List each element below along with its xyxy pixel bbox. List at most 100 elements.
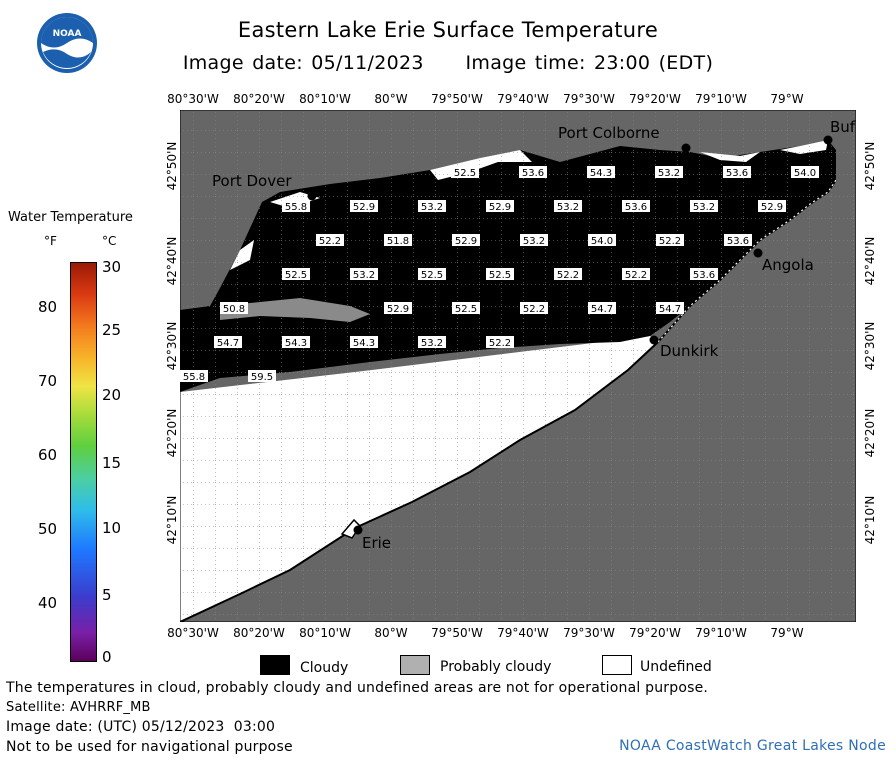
credit-text: NOAA CoastWatch Great Lakes Node [619,738,886,754]
lon-bottom-80: 80°W [374,626,408,640]
temp-label: 53.2 [690,200,718,213]
svg-text:53.6: 53.6 [693,270,715,281]
lat-right-42-40: 42°40'N [863,236,877,286]
key-label-probably-cloudy: Probably cloudy [440,659,552,675]
lat-left-42-20: 42°20'N [165,408,179,458]
legend-title: Water Temperature [8,210,133,225]
temp-label: 54.7 [214,336,242,349]
marker-angola [753,248,763,258]
svg-text:54.3: 54.3 [590,168,612,179]
temp-label: 54.3 [282,336,310,349]
disclaimer-text: The temperatures in cloud, probably clou… [6,680,709,696]
temp-label: 53.6 [622,200,650,213]
temp-label: 54.0 [791,166,819,179]
temp-label: 53.2 [418,336,446,349]
lon-top-79-40: 79°40'W [497,92,549,106]
svg-text:51.8: 51.8 [387,236,409,247]
temp-label: 54.3 [350,336,378,349]
svg-text:53.2: 53.2 [353,270,375,281]
navigation-warning: Not to be used for navigational purpose [6,739,293,755]
temp-label: 53.6 [724,234,752,247]
label-erie: Erie [362,534,391,552]
lon-top-80-10: 80°10'W [299,92,351,106]
svg-text:52.5: 52.5 [421,270,443,281]
c-tick-15: 15 [102,454,122,472]
temp-label: 52.2 [486,336,514,349]
lat-left-42-10: 42°10'N [165,495,179,545]
temp-label: 52.5 [451,166,479,179]
temp-label: 52.2 [554,268,582,281]
unit-celsius: °C [102,234,117,248]
f-tick-60: 60 [38,446,58,464]
temp-label: 52.2 [520,302,548,315]
temp-label: 52.5 [418,268,446,281]
svg-text:52.5: 52.5 [454,168,476,179]
temp-label: 52.9 [452,234,480,247]
svg-text:52.9: 52.9 [455,236,477,247]
svg-text:53.2: 53.2 [421,338,443,349]
temp-label: 52.5 [486,268,514,281]
temp-label: 52.9 [384,302,412,315]
temp-label: 52.5 [282,268,310,281]
svg-text:52.2: 52.2 [557,270,579,281]
lat-left-42-50: 42°50'N [165,141,179,191]
lon-bottom-79-30: 79°30'W [563,626,615,640]
svg-text:59.5: 59.5 [251,372,273,383]
svg-text:50.8: 50.8 [223,304,245,315]
f-tick-70: 70 [38,372,58,390]
label-port-dover: Port Dover [212,172,292,190]
lon-top-79: 79°W [770,92,804,106]
lon-top-80-30: 80°30'W [167,92,219,106]
marker-port-colborne [681,143,691,153]
marker-port-dover [307,191,317,201]
lat-left-42-30: 42°30'N [165,321,179,371]
temp-label: 59.5 [248,370,276,383]
lon-top-79-20: 79°20'W [629,92,681,106]
lon-bottom-80-30: 80°30'W [167,626,219,640]
svg-text:53.2: 53.2 [523,236,545,247]
lon-top-79-50: 79°50'W [431,92,483,106]
svg-text:54.7: 54.7 [659,304,681,315]
svg-text:53.6: 53.6 [727,236,749,247]
lat-right-42-30: 42°30'N [863,321,877,371]
lake-erie-map: Port Colborne Port Dover Buf Angola Dunk… [180,110,856,622]
f-tick-80: 80 [38,298,58,316]
lat-right-42-20: 42°20'N [863,408,877,458]
temp-label: 53.6 [723,166,751,179]
svg-text:52.9: 52.9 [489,202,511,213]
c-tick-0: 0 [102,648,112,666]
svg-text:53.2: 53.2 [658,168,680,179]
temp-label: 54.7 [588,302,616,315]
svg-text:55.8: 55.8 [183,372,205,383]
noaa-logo-text: NOAA [53,29,82,39]
label-dunkirk: Dunkirk [660,342,719,360]
marker-buffalo [823,135,833,145]
temperature-colorbar [70,262,97,662]
temp-label: 52.2 [656,234,684,247]
svg-text:54.0: 54.0 [591,236,613,247]
temp-label: 53.2 [554,200,582,213]
svg-text:52.9: 52.9 [353,202,375,213]
label-buffalo: Buf [830,118,856,136]
lon-bottom-79-20: 79°20'W [629,626,681,640]
satellite-text: Satellite: AVHRRF_MB [6,700,151,715]
svg-text:54.7: 54.7 [591,304,613,315]
svg-text:54.3: 54.3 [285,338,307,349]
lat-left-42-40: 42°40'N [165,236,179,286]
svg-text:53.2: 53.2 [557,202,579,213]
svg-text:55.8: 55.8 [285,202,307,213]
lon-bottom-79-40: 79°40'W [497,626,549,640]
svg-text:52.2: 52.2 [659,236,681,247]
temp-label: 53.2 [655,166,683,179]
svg-text:52.9: 52.9 [387,304,409,315]
label-angola: Angola [762,256,814,274]
temp-label: 51.8 [384,234,412,247]
noaa-logo: NOAA [36,12,98,74]
temp-label: 53.2 [520,234,548,247]
lat-right-42-10: 42°10'N [863,495,877,545]
svg-text:52.2: 52.2 [625,270,647,281]
temp-label: 52.2 [622,268,650,281]
temp-label: 53.6 [690,268,718,281]
svg-text:53.6: 53.6 [726,168,748,179]
f-tick-50: 50 [38,520,58,538]
